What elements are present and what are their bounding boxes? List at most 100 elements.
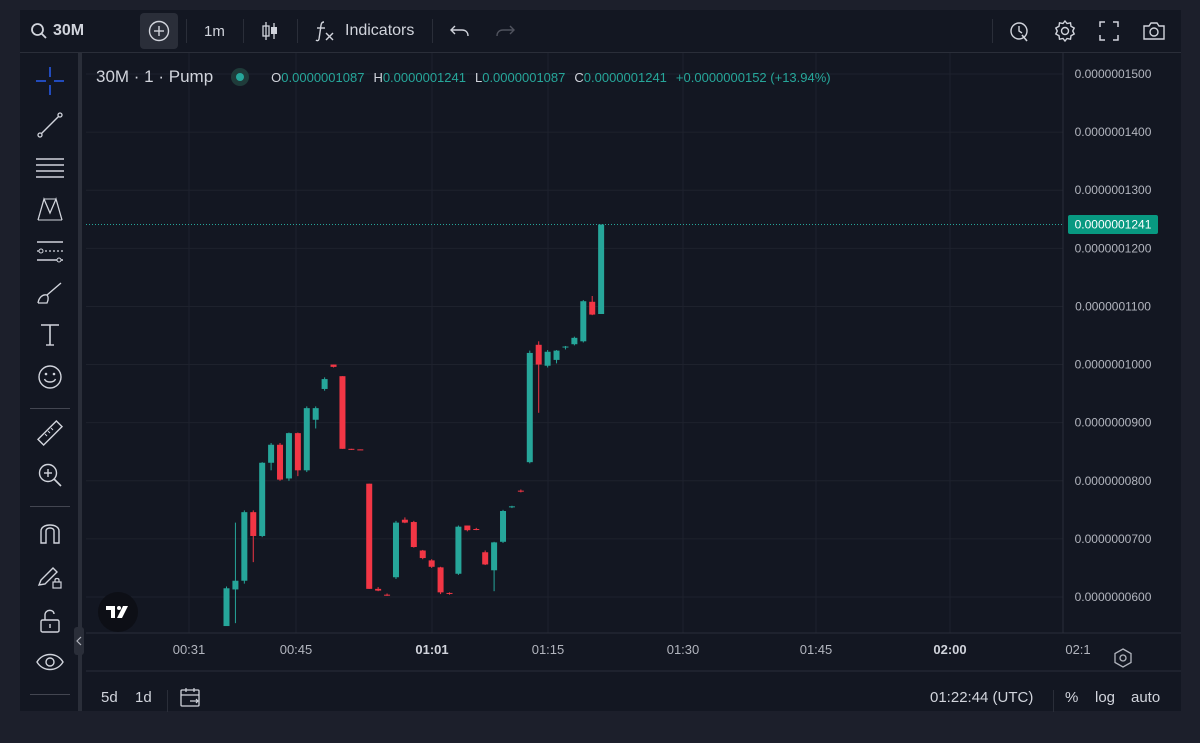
measure-tool[interactable] — [34, 417, 66, 449]
candle[interactable] — [500, 509, 507, 543]
candle[interactable] — [366, 483, 373, 589]
lock-drawings-tool[interactable] — [34, 561, 66, 593]
open-label: O — [271, 69, 282, 85]
candle[interactable] — [589, 295, 596, 316]
candle[interactable] — [437, 566, 444, 595]
candle[interactable] — [446, 592, 453, 595]
candle[interactable] — [482, 550, 489, 566]
screenshot-button[interactable] — [1142, 10, 1166, 52]
pattern-tool[interactable] — [34, 193, 66, 225]
time-tick-label: 00:31 — [173, 642, 206, 657]
candle[interactable] — [348, 448, 355, 450]
candle[interactable] — [268, 443, 275, 471]
brush-tool[interactable] — [34, 277, 66, 309]
time-axis-settings-button[interactable] — [1112, 647, 1134, 669]
chart-pane[interactable]: 0.0000001500 0.0000001400 0.0000001300 0.00… — [86, 53, 1181, 712]
tradingview-logo[interactable] — [98, 592, 138, 632]
candle[interactable] — [375, 587, 382, 592]
candle[interactable] — [455, 525, 462, 575]
price-chart[interactable]: 0.0000001500 0.0000001400 0.0000001300 0.00… — [86, 53, 1181, 711]
fib-retracement-tool[interactable] — [34, 151, 66, 183]
date-range-button[interactable] — [178, 686, 204, 715]
utc-clock[interactable]: 01:22:44 (UTC) — [930, 689, 1034, 706]
candle[interactable] — [401, 517, 408, 524]
trend-line-tool[interactable] — [34, 109, 66, 141]
candle-body — [259, 462, 266, 536]
candle[interactable] — [464, 525, 471, 532]
undo-button[interactable] — [450, 10, 470, 52]
crosshair-icon — [36, 67, 64, 95]
candle[interactable] — [294, 432, 301, 477]
range-1d-button[interactable]: 1d — [135, 689, 152, 706]
candle[interactable] — [250, 510, 257, 563]
fullscreen-button[interactable] — [1098, 10, 1120, 52]
candle[interactable] — [598, 224, 605, 314]
price-tick-label: 0.0000001200 — [1075, 241, 1152, 255]
candle[interactable] — [223, 586, 230, 627]
chart-type-button[interactable] — [260, 10, 280, 52]
percent-scale-button[interactable]: % — [1065, 689, 1079, 706]
candle[interactable] — [544, 350, 551, 368]
settings-button[interactable] — [1053, 10, 1077, 52]
candle[interactable] — [410, 520, 417, 548]
price-tick-label: 0.0000001500 — [1075, 67, 1152, 81]
range-5d-button[interactable]: 5d — [101, 689, 118, 706]
pattern-icon — [37, 197, 63, 221]
candle[interactable] — [553, 350, 560, 364]
candle[interactable] — [312, 406, 319, 429]
log-scale-button[interactable]: log — [1095, 689, 1116, 706]
hide-drawings-tool[interactable] — [34, 647, 66, 679]
interval-button[interactable]: 1m — [204, 22, 225, 40]
candle[interactable] — [259, 462, 266, 538]
collapse-toolbar-button[interactable] — [74, 627, 84, 655]
candle[interactable] — [428, 559, 435, 568]
alert-button[interactable] — [1008, 10, 1030, 52]
brush-icon — [37, 282, 62, 304]
symbol-search[interactable]: 30M — [30, 10, 84, 52]
candle[interactable] — [321, 377, 328, 391]
zoom-in-icon — [38, 463, 62, 487]
candle[interactable] — [580, 300, 587, 343]
magnet-tool[interactable] — [34, 517, 66, 549]
candle[interactable] — [392, 520, 399, 579]
emoji-tool[interactable] — [34, 361, 66, 393]
candle[interactable] — [491, 541, 498, 592]
candle[interactable] — [330, 364, 337, 368]
candle[interactable] — [571, 336, 578, 346]
change-value: +0.0000000152 (+13.94%) — [675, 69, 831, 85]
candle-body — [464, 525, 471, 531]
candle[interactable] — [339, 376, 346, 449]
auto-scale-button[interactable]: auto — [1131, 689, 1161, 706]
candle[interactable] — [419, 549, 426, 560]
candle[interactable] — [562, 345, 569, 350]
lock-all-tool[interactable] — [34, 605, 66, 637]
candle[interactable] — [384, 593, 391, 596]
redo-button[interactable] — [495, 10, 515, 52]
zoom-tool[interactable] — [34, 459, 66, 491]
close-value: 0.0000001241 — [583, 69, 667, 85]
candle[interactable] — [517, 489, 524, 493]
text-tool[interactable] — [34, 319, 66, 351]
time-tick-label: 02:1 — [1065, 642, 1090, 657]
candle-body — [598, 224, 605, 314]
candle[interactable] — [357, 449, 364, 451]
time-tick-label: 00:45 — [280, 642, 313, 657]
trend-line-icon — [37, 112, 63, 138]
candle[interactable] — [232, 522, 239, 624]
candle[interactable] — [535, 341, 542, 413]
candle[interactable] — [285, 432, 292, 481]
candle[interactable] — [277, 443, 284, 481]
candle-body — [285, 433, 292, 479]
candle[interactable] — [241, 510, 248, 584]
indicators-button[interactable]: Indicators — [315, 10, 414, 52]
compare-symbol-button[interactable] — [140, 13, 178, 49]
chevron-left-icon — [76, 636, 82, 646]
candle-body — [401, 519, 408, 523]
candle[interactable] — [473, 527, 480, 531]
candle[interactable] — [526, 350, 533, 464]
candle[interactable] — [508, 505, 515, 509]
crosshair-tool[interactable] — [34, 65, 66, 97]
candle[interactable] — [303, 406, 310, 473]
market-status-icon[interactable] — [231, 68, 250, 86]
prediction-tool[interactable] — [34, 235, 66, 267]
